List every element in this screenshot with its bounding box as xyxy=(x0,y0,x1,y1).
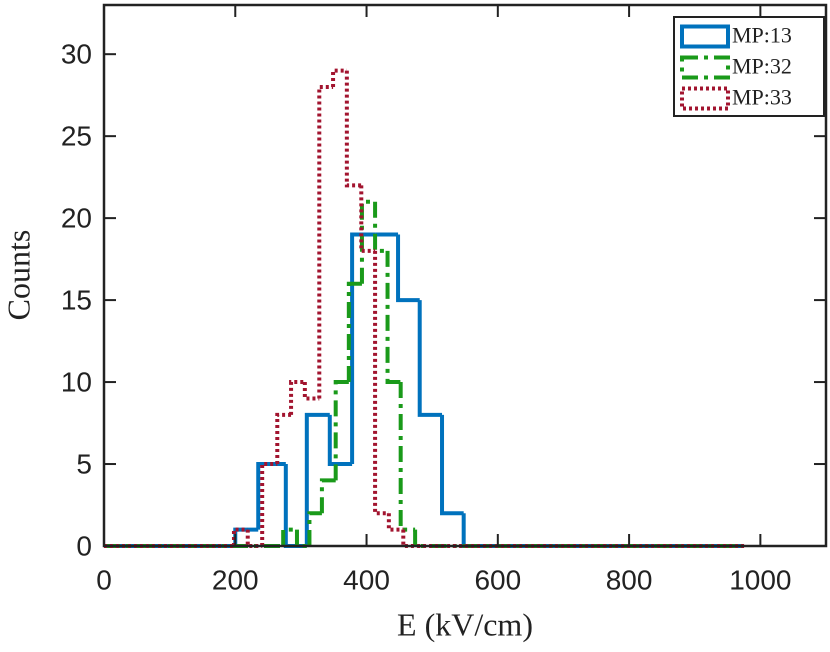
histogram-step xyxy=(417,300,443,417)
histogram-step xyxy=(275,412,292,465)
y-tick-label: 25 xyxy=(61,121,92,152)
x-tick-label: 400 xyxy=(343,564,390,595)
histogram-step xyxy=(333,380,349,481)
histogram-step xyxy=(327,414,353,467)
x-axis-label: E (kV/cm) xyxy=(397,606,533,642)
histogram-step xyxy=(231,527,248,546)
legend-swatch xyxy=(680,86,730,111)
y-tick-label: 5 xyxy=(76,448,92,479)
histogram-step xyxy=(307,511,322,546)
histogram-step xyxy=(289,380,305,415)
histogram-step xyxy=(260,462,278,546)
y-tick-label: 0 xyxy=(76,530,92,561)
legend-label: MP:33 xyxy=(732,85,792,110)
histogram-step xyxy=(302,382,320,401)
legend-swatch xyxy=(680,55,730,80)
histogram-step xyxy=(319,478,336,514)
plot-frame xyxy=(102,3,828,548)
y-axis-label: Counts xyxy=(0,230,36,321)
histogram-step xyxy=(281,527,297,546)
histogram-step xyxy=(440,414,464,516)
histogram-step xyxy=(346,281,362,383)
y-tick-label: 15 xyxy=(61,284,92,315)
histogram-step xyxy=(359,185,376,253)
x-tick-label: 0 xyxy=(96,564,112,595)
histogram-step xyxy=(373,201,388,253)
histogram-step xyxy=(386,513,404,532)
histogram-step xyxy=(373,250,389,516)
histogram-step xyxy=(304,412,330,546)
x-tick-label: 1000 xyxy=(729,564,791,595)
legend-label: MP:13 xyxy=(732,23,792,48)
y-tick-label: 30 xyxy=(61,39,92,70)
histogram-step xyxy=(385,250,401,385)
y-tick-label: 10 xyxy=(61,366,92,397)
histogram-step xyxy=(461,513,744,548)
x-tick-label: 800 xyxy=(606,564,653,595)
histogram-step xyxy=(245,529,263,548)
legend-box xyxy=(673,16,825,117)
histogram-step xyxy=(344,70,362,188)
y-tick-label: 20 xyxy=(61,203,92,234)
x-tick-label: 200 xyxy=(212,564,259,595)
x-tick-label: 600 xyxy=(474,564,521,595)
histogram-step xyxy=(317,84,334,399)
legend-label: MP:32 xyxy=(732,54,792,79)
legend-swatch xyxy=(680,24,730,49)
histogram-step xyxy=(398,382,416,532)
histogram-step xyxy=(350,232,376,465)
histogram-step xyxy=(396,234,420,303)
histogram-step xyxy=(331,68,347,87)
